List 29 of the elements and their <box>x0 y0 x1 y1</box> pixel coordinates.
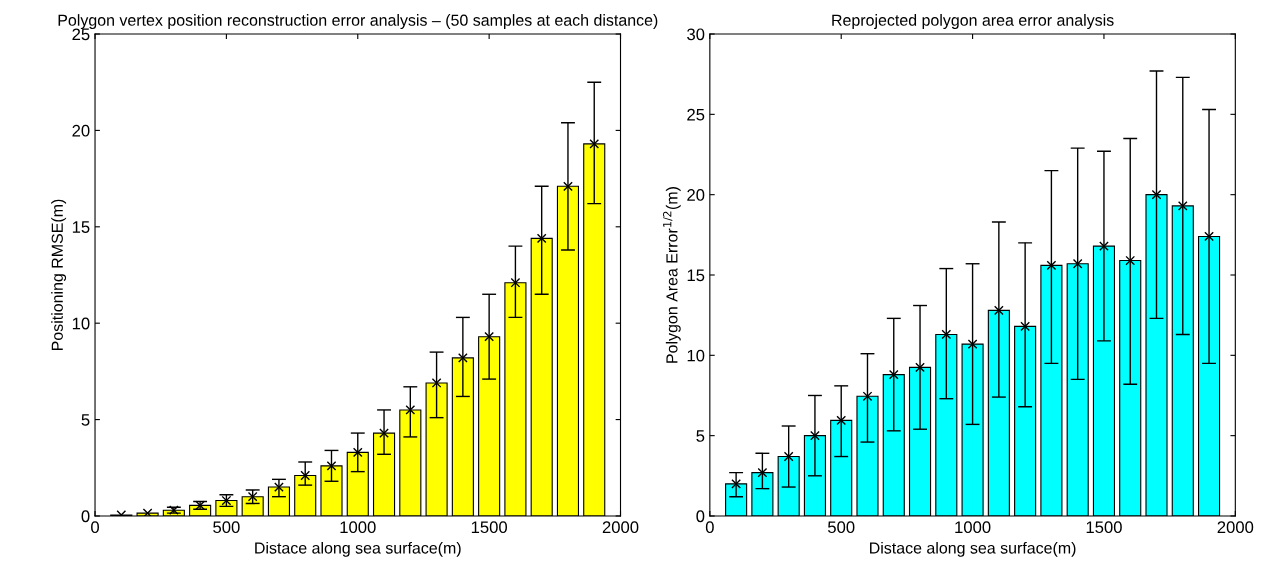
x-tick-label: 0 <box>91 521 100 534</box>
x-tick-label: 500 <box>827 521 855 534</box>
y-tick-label: 20 <box>72 124 90 137</box>
y-tick-label: 0 <box>696 510 705 523</box>
y-tick-label: 15 <box>687 269 705 282</box>
x-tick-label: 1000 <box>955 521 991 534</box>
x-axis-title: Distace along sea surface(m) <box>870 541 1076 557</box>
x-tick-label: 1500 <box>1086 521 1122 534</box>
y-tick-label: 10 <box>687 349 705 362</box>
y-axis-title: Polygon Area Error$^{1/2}$(m) <box>663 187 681 363</box>
y-tick-label: 10 <box>72 317 90 330</box>
y-tick-label: 25 <box>687 108 705 121</box>
y-tick-label: 30 <box>687 28 705 41</box>
x-tick-label: 1500 <box>471 521 508 534</box>
x-tick-label: 500 <box>213 521 240 534</box>
x-tick-label: 2000 <box>1217 521 1254 534</box>
y-axis-title: Positioning RMSE(m) <box>51 199 67 351</box>
x-tick-label: 0 <box>705 521 714 534</box>
chart-title: Polygon vertex position reconstruction error analysis – (50 samples at each distance) <box>58 14 658 29</box>
x-tick-label: 2000 <box>602 521 639 534</box>
y-tick-label: 15 <box>72 221 90 233</box>
y-tick-label: 20 <box>687 189 705 201</box>
y-tick-label: 0 <box>81 510 90 523</box>
x-tick-label: 1000 <box>340 521 376 534</box>
chart-title: Reprojected polygon area error analysis <box>832 14 1114 29</box>
y-tick-label: 25 <box>72 28 90 41</box>
y-tick-label: 5 <box>81 414 90 426</box>
y-tick-label: 5 <box>696 430 705 442</box>
x-axis-title: Distace along sea surface(m) <box>255 541 461 557</box>
